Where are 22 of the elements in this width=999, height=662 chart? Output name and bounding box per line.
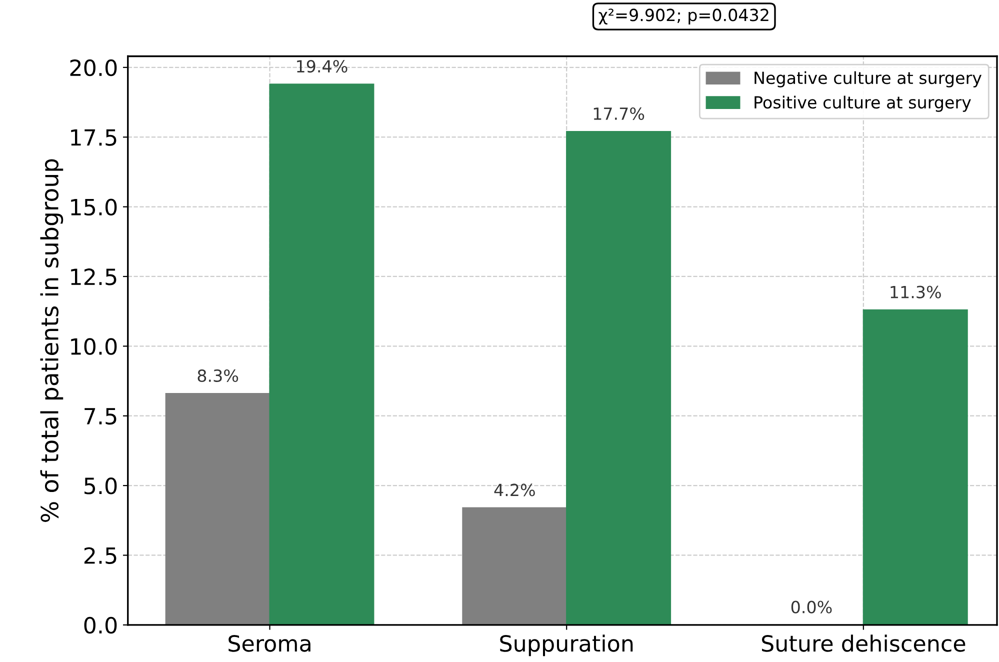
x-tick-label: Suture dehiscence <box>762 634 966 652</box>
y-tick-label: 10.0 <box>71 338 117 355</box>
y-tick-label: 20.0 <box>70 59 117 76</box>
data-label: 4.2% <box>494 484 535 496</box>
y-tick-label: 12.5 <box>71 268 116 286</box>
x-tick-label: Suppuration <box>500 634 633 656</box>
data-label: 0.0% <box>791 600 832 614</box>
y-tick-label: 15.0 <box>71 198 117 216</box>
y-tick-label: 17.5 <box>71 129 116 146</box>
legend-label: Positive culture at surgery <box>754 96 971 112</box>
x-tick-label: Seroma <box>228 635 310 652</box>
y-tick-label: 7.5 <box>84 408 116 425</box>
data-label: 11.3% <box>890 286 941 298</box>
legend-label: Negative culture at surgery <box>754 71 982 88</box>
y-tick-label: 0.0 <box>84 616 117 634</box>
text: χ²=9.902; p=0.0432 <box>598 8 768 25</box>
data-label: 8.3% <box>198 369 238 382</box>
data-label: 17.7% <box>594 107 644 120</box>
y-tick-label: 2.5 <box>84 547 116 564</box>
data-label: 19.4% <box>297 60 348 73</box>
y-tick-label: 5.0 <box>84 478 117 494</box>
y-axis-title: % of total patients in subgroup <box>40 159 64 522</box>
